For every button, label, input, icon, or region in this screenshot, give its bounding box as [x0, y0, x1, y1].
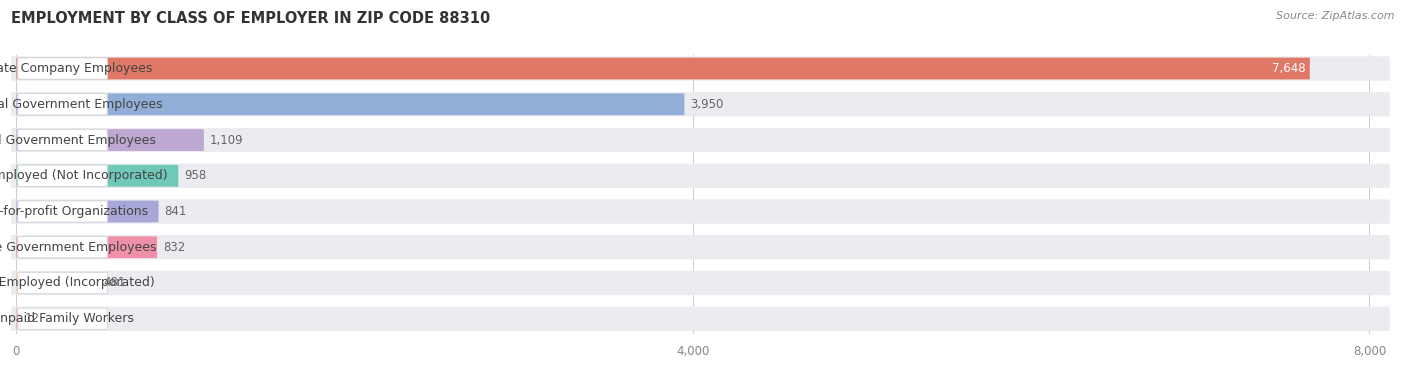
FancyBboxPatch shape — [11, 199, 1389, 224]
Text: 7,648: 7,648 — [1272, 62, 1306, 75]
Text: EMPLOYMENT BY CLASS OF EMPLOYER IN ZIP CODE 88310: EMPLOYMENT BY CLASS OF EMPLOYER IN ZIP C… — [11, 11, 491, 26]
FancyBboxPatch shape — [17, 201, 159, 223]
Text: Federal Government Employees: Federal Government Employees — [0, 98, 163, 111]
Text: Local Government Employees: Local Government Employees — [0, 133, 156, 147]
Text: State Government Employees: State Government Employees — [0, 241, 156, 254]
Text: Self-Employed (Incorporated): Self-Employed (Incorporated) — [0, 276, 155, 290]
FancyBboxPatch shape — [17, 308, 18, 330]
Text: 12: 12 — [24, 312, 39, 325]
FancyBboxPatch shape — [18, 237, 107, 258]
FancyBboxPatch shape — [11, 271, 1389, 295]
FancyBboxPatch shape — [18, 129, 107, 151]
Text: Source: ZipAtlas.com: Source: ZipAtlas.com — [1277, 11, 1395, 21]
FancyBboxPatch shape — [11, 306, 1389, 331]
Text: 832: 832 — [163, 241, 186, 254]
FancyBboxPatch shape — [11, 164, 1389, 188]
FancyBboxPatch shape — [17, 93, 685, 115]
Text: 3,950: 3,950 — [690, 98, 724, 111]
FancyBboxPatch shape — [18, 165, 107, 186]
FancyBboxPatch shape — [11, 235, 1389, 259]
FancyBboxPatch shape — [17, 165, 179, 186]
Text: 841: 841 — [165, 205, 187, 218]
Text: 1,109: 1,109 — [209, 133, 243, 147]
Text: 958: 958 — [184, 169, 207, 182]
FancyBboxPatch shape — [17, 58, 1310, 79]
Text: 481: 481 — [104, 276, 127, 290]
FancyBboxPatch shape — [17, 237, 157, 258]
FancyBboxPatch shape — [18, 94, 107, 115]
FancyBboxPatch shape — [18, 272, 107, 294]
Text: Unpaid Family Workers: Unpaid Family Workers — [0, 312, 134, 325]
FancyBboxPatch shape — [18, 308, 107, 329]
Text: Private Company Employees: Private Company Employees — [0, 62, 152, 75]
FancyBboxPatch shape — [18, 58, 107, 79]
FancyBboxPatch shape — [18, 201, 107, 222]
FancyBboxPatch shape — [17, 272, 97, 294]
Text: Not-for-profit Organizations: Not-for-profit Organizations — [0, 205, 148, 218]
FancyBboxPatch shape — [11, 92, 1389, 117]
FancyBboxPatch shape — [11, 56, 1389, 81]
Text: Self-Employed (Not Incorporated): Self-Employed (Not Incorporated) — [0, 169, 167, 182]
FancyBboxPatch shape — [11, 128, 1389, 152]
FancyBboxPatch shape — [17, 129, 204, 151]
